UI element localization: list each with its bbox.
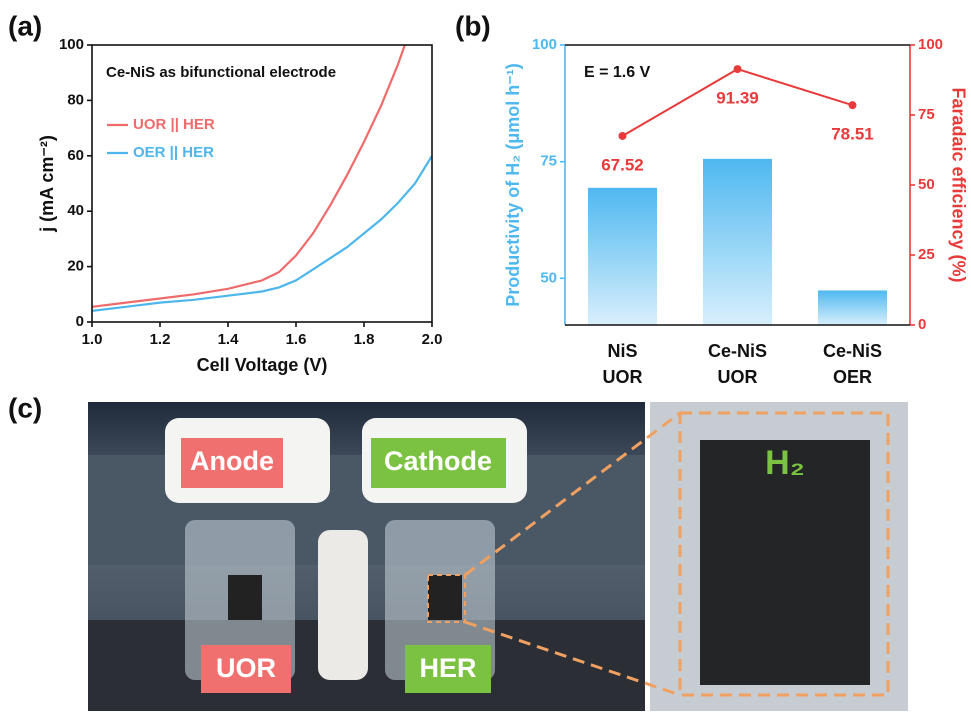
data-point [619, 132, 627, 140]
data-line [92, 45, 405, 307]
y-tick-label: 75 [540, 153, 557, 170]
x-tick-label: UOR [603, 367, 643, 387]
data-label: 91.39 [716, 89, 759, 108]
legend-label: UOR || HER [133, 116, 215, 133]
y-tick-label: 50 [540, 269, 557, 286]
x-tick-label: OER [833, 367, 872, 387]
data-point [849, 101, 857, 109]
data-point [734, 65, 742, 73]
y2-tick-label: 75 [918, 106, 935, 123]
inset-label: H₂ [765, 444, 805, 482]
x-axis-label: Cell Voltage (V) [197, 355, 328, 375]
bar [588, 188, 657, 325]
data-label: 67.52 [601, 155, 644, 174]
bar [703, 159, 772, 325]
x-tick-label: Ce-NiS [708, 341, 767, 361]
x-tick-label: 1.4 [218, 331, 240, 348]
photo-label: UOR [216, 653, 276, 683]
clamp [318, 530, 368, 680]
panel-label: (a) [8, 10, 42, 41]
panel-label: (c) [8, 392, 42, 423]
photo-label: Anode [190, 446, 274, 476]
y-tick-label: 60 [67, 147, 84, 164]
data-label: 78.51 [831, 125, 874, 144]
y2-tick-label: 25 [918, 246, 935, 263]
x-tick-label: 2.0 [422, 331, 443, 348]
chart-title: Ce-NiS as bifunctional electrode [106, 64, 336, 81]
y-tick-label: 0 [76, 313, 84, 330]
photo-label: HER [419, 653, 476, 683]
x-tick-label: 1.6 [286, 331, 307, 348]
x-tick-label: UOR [718, 367, 758, 387]
y-tick-label: 20 [67, 258, 84, 275]
y-tick-label: 80 [67, 91, 84, 108]
y2-tick-label: 100 [918, 36, 943, 53]
panel-label: (b) [455, 10, 491, 41]
y-axis-label: Productivity of H₂ (μmol h⁻¹) [503, 63, 523, 307]
x-tick-label: NiS [607, 341, 637, 361]
y2-axis-label: Faradaic efficiency (%) [948, 87, 968, 282]
y-tick-label: 40 [67, 202, 84, 219]
figure: (c) Anode Cathode UOR HER H₂ (a) 1.0 1.2 1.… [0, 0, 971, 713]
photo-panel: (c) Anode Cathode UOR HER H₂ [8, 392, 908, 711]
legend-label: OER || HER [133, 144, 214, 161]
x-tick-label: 1.8 [354, 331, 375, 348]
y2-tick-label: 0 [918, 316, 926, 333]
y2-tick-label: 50 [918, 176, 935, 193]
y-tick-label: 100 [59, 36, 84, 53]
electrode [228, 575, 262, 620]
y-axis-label: j (mA cm⁻²) [37, 135, 57, 233]
y-tick-label: 100 [532, 36, 557, 53]
x-tick-label: 1.2 [150, 331, 171, 348]
x-tick-label: Ce-NiS [823, 341, 882, 361]
annotation: E = 1.6 V [584, 64, 651, 81]
bar [818, 290, 887, 325]
data-line [92, 156, 432, 311]
photo-label: Cathode [384, 446, 492, 476]
electrode [428, 575, 462, 620]
x-tick-label: 1.0 [82, 331, 103, 348]
